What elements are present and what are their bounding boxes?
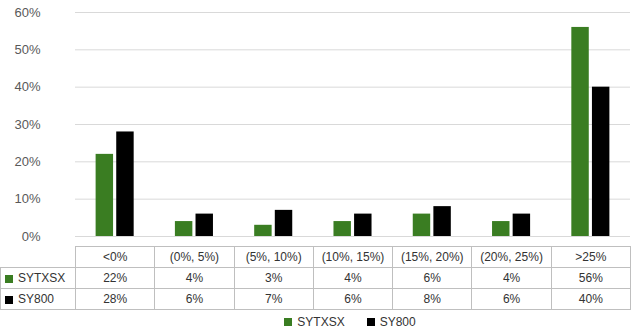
html-text:28%: 28% — [103, 292, 128, 306]
html-text:56%: 56% — [578, 271, 603, 285]
html-text:(10%, 15%): (10%, 15%) — [321, 250, 385, 264]
html-text:<0%: <0% — [103, 250, 128, 264]
html-text:6%: 6% — [185, 292, 204, 306]
html-text:8%: 8% — [423, 292, 441, 306]
html-text:(15%, 20%): (15%, 20%) — [400, 250, 464, 264]
svg-text:20%: 20% — [14, 154, 40, 169]
html-text:SY800: SY800 — [18, 292, 54, 306]
html-text:(0%, 5%): (0%, 5%) — [169, 250, 220, 264]
html-text:4%: 4% — [185, 271, 204, 285]
html-text:(5%, 10%): (5%, 10%) — [245, 250, 302, 264]
svg-text:10%: 10% — [14, 191, 40, 206]
html-text:4%: 4% — [344, 271, 362, 285]
html-text:6%: 6% — [423, 271, 441, 285]
html-text:SY800: SY800 — [379, 315, 416, 329]
html-text:(20%, 25%): (20%, 25%) — [480, 250, 543, 264]
html-text:22%: 22% — [103, 271, 128, 285]
svg-text:50%: 50% — [14, 42, 40, 57]
html-text:6%: 6% — [344, 292, 362, 306]
html-text:7%: 7% — [265, 292, 283, 306]
html-text:SYTXSX: SYTXSX — [297, 315, 345, 329]
html-text:4%: 4% — [502, 271, 521, 285]
html-text:SYTXSX: SYTXSX — [18, 271, 66, 285]
svg-text:0%: 0% — [22, 229, 41, 244]
svg-text:30%: 30% — [14, 117, 40, 132]
html-text:40%: 40% — [578, 292, 603, 306]
html-text:6%: 6% — [502, 292, 521, 306]
html-text:>25%: >25% — [575, 250, 607, 264]
html-text:3%: 3% — [265, 271, 283, 285]
svg-text:40%: 40% — [14, 79, 40, 94]
svg-text:60%: 60% — [14, 5, 40, 20]
